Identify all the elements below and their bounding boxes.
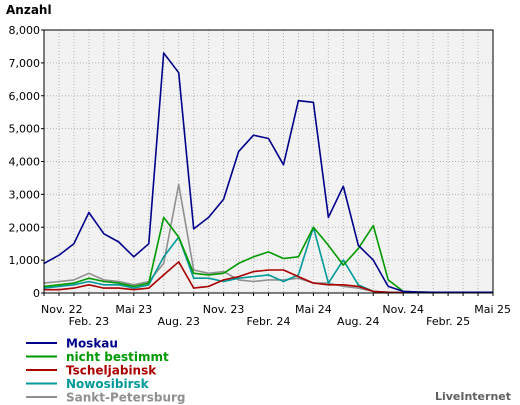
y-tick-label: 8,000 bbox=[9, 24, 41, 37]
x-tick-label: Aug. 23 bbox=[157, 315, 199, 328]
x-tick-label: Febr. 25 bbox=[426, 315, 470, 328]
y-tick-label: 1,000 bbox=[9, 254, 41, 267]
y-axis-title: Anzahl bbox=[6, 3, 52, 17]
y-tick-label: 6,000 bbox=[9, 90, 41, 103]
x-tick-label: Mai 25 bbox=[474, 303, 511, 316]
x-tick-label: Nov. 23 bbox=[203, 303, 245, 316]
x-tick-label: Mai 24 bbox=[295, 303, 332, 316]
x-tick-label: Febr. 24 bbox=[247, 315, 291, 328]
x-tick-label: Aug. 24 bbox=[337, 315, 379, 328]
series-line-moskau bbox=[43, 52, 493, 294]
legend-label: Sankt-Petersburg bbox=[66, 391, 186, 405]
legend-label: Nowosibirsk bbox=[66, 377, 150, 391]
y-tick-label: 7,000 bbox=[9, 57, 41, 70]
x-tick-label: Nov. 24 bbox=[382, 303, 424, 316]
y-tick-label: 4,000 bbox=[9, 156, 41, 169]
legend-label: nicht bestimmt bbox=[66, 350, 169, 364]
legend-label: Tscheljabinsk bbox=[66, 364, 157, 378]
x-tick-label: Mai 23 bbox=[115, 303, 152, 316]
x-tick-label: Nov. 22 bbox=[41, 303, 83, 316]
legend-label: Moskau bbox=[66, 337, 118, 351]
y-axis: 0 1,000 2,000 3,000 4,000 5,000 6,000 7,000 8,00… bbox=[9, 24, 44, 300]
plot-frame bbox=[43, 29, 494, 294]
y-tick-label: 3,000 bbox=[9, 188, 41, 201]
x-tick-label: Feb. 23 bbox=[69, 315, 109, 328]
y-tick-label: 2,000 bbox=[9, 221, 41, 234]
y-tick-label: 0 bbox=[33, 287, 40, 300]
y-tick-label: 5,000 bbox=[9, 123, 41, 136]
brand-label: LiveInternet bbox=[435, 390, 511, 403]
